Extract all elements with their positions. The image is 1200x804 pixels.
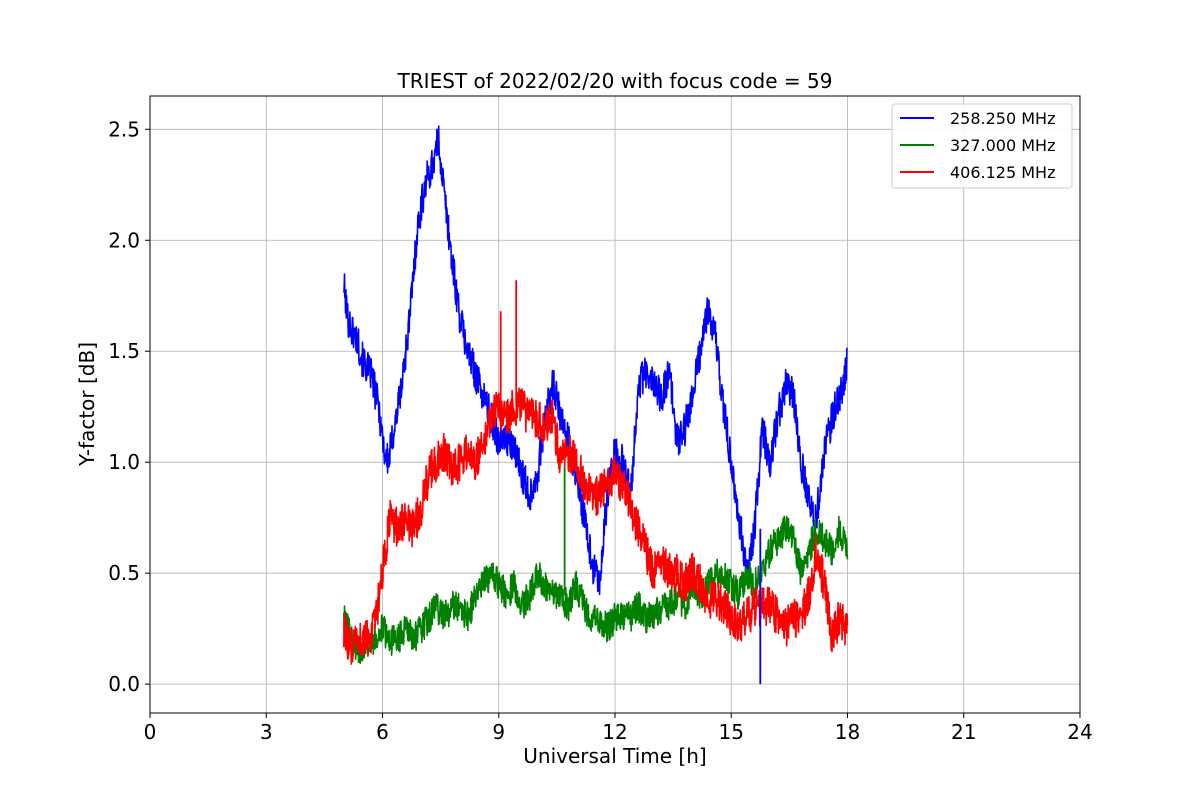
legend: 258.250 MHz 327.000 MHz 406.125 MHz [891,103,1073,189]
series-lines [343,125,849,685]
legend-label-406mhz: 406.125 MHz [950,163,1055,182]
legend-box [891,103,1073,189]
x-tick-label: 12 [602,720,627,744]
x-tick-label: 9 [492,720,505,744]
x-tick-label: 3 [260,720,273,744]
series-327mhz-line [343,515,849,665]
y-tick-label: 0.5 [108,561,140,585]
y-tick-label: 1.5 [108,339,140,363]
x-tick-label: 21 [951,720,976,744]
x-axis-label: Universal Time [h] [523,744,706,768]
y-tick-label: 2.5 [108,117,140,141]
y-tick-label: 0.0 [108,672,140,696]
x-tick-label: 6 [376,720,389,744]
legend-label-327mhz: 327.000 MHz [950,136,1055,155]
axis-ticks: 0 3 6 9 12 15 18 21 24 0.0 0.5 1.0 1.5 2.0 2.5 [108,117,1093,744]
y-tick-label: 1.0 [108,450,140,474]
y-axis-label: Y-factor [dB] [75,342,99,467]
x-tick-label: 15 [719,720,744,744]
chart-title: TRIEST of 2022/02/20 with focus code = 5… [397,69,833,93]
series-258mhz-line [343,125,848,596]
x-tick-label: 24 [1067,720,1092,744]
y-tick-label: 2.0 [108,228,140,252]
legend-label-258mhz: 258.250 MHz [950,109,1055,128]
series-406mhz-line [343,387,849,665]
x-tick-label: 0 [144,720,157,744]
x-tick-label: 18 [835,720,860,744]
